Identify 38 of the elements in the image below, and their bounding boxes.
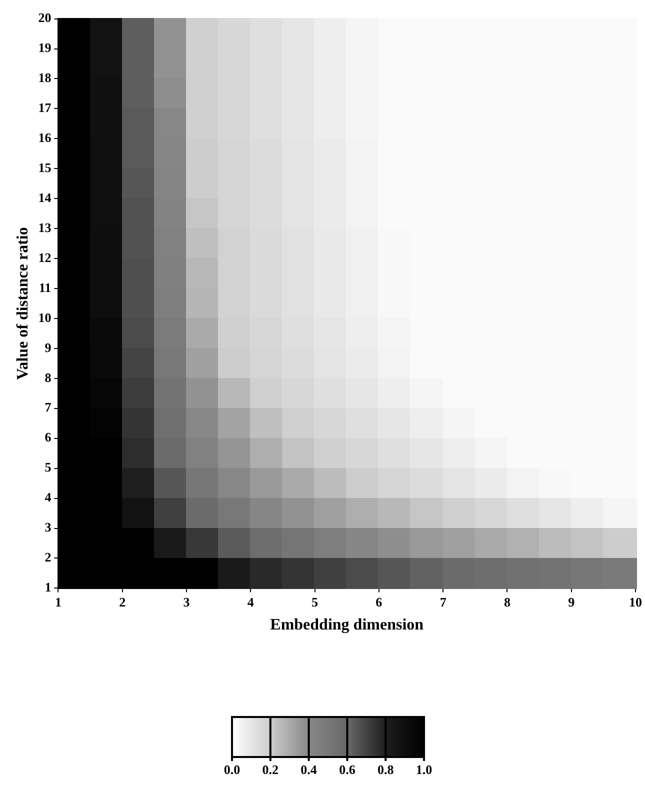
y-tick-label: 20 xyxy=(38,10,52,26)
color-bar-label: 0.0 xyxy=(224,762,240,777)
color-bar-label: 0.2 xyxy=(262,762,279,777)
y-tick-label: 2 xyxy=(44,550,52,565)
x-tick-label: 3 xyxy=(183,594,190,610)
color-bar-label: 0.4 xyxy=(300,762,318,777)
x-tick-label: 6 xyxy=(376,594,383,610)
x-axis-title: Embedding dimension xyxy=(270,616,424,634)
y-tick-label: 13 xyxy=(38,220,52,235)
y-tick-label: 16 xyxy=(38,130,52,146)
x-tick-label: 8 xyxy=(504,594,511,610)
y-tick-label: 14 xyxy=(38,190,52,205)
x-tick-label: 10 xyxy=(629,594,642,610)
y-tick-label: 1 xyxy=(44,580,52,595)
color-bar-label: 1.0 xyxy=(416,762,432,777)
x-tick-label: 7 xyxy=(440,594,447,610)
y-tick-label: 3 xyxy=(44,520,52,535)
y-tick-label: 11 xyxy=(38,280,52,295)
y-tick-label: 10 xyxy=(38,310,52,325)
color-bar-label: 0.6 xyxy=(339,762,356,777)
y-tick-label: 7 xyxy=(44,400,52,415)
y-tick-label: 5 xyxy=(44,460,52,475)
y-tick-label: 9 xyxy=(44,340,52,355)
x-tick-label: 4 xyxy=(247,594,254,610)
y-tick-label: 18 xyxy=(38,70,52,86)
y-tick-label: 8 xyxy=(44,370,52,385)
x-tick-label: 9 xyxy=(568,594,576,610)
x-tick-label: 5 xyxy=(312,594,319,610)
y-tick-label: 4 xyxy=(44,490,52,505)
color-bar-label: 0.8 xyxy=(377,762,394,777)
y-tick-label: 17 xyxy=(38,100,52,116)
x-tick-label: 1 xyxy=(54,594,62,610)
y-tick-label: 6 xyxy=(44,430,52,445)
y-tick-label: 19 xyxy=(38,40,52,56)
y-axis-title: Value of distance ratio xyxy=(14,227,32,380)
x-tick-label: 2 xyxy=(119,594,126,610)
y-tick-label: 12 xyxy=(38,250,52,265)
y-tick-label: 15 xyxy=(38,160,52,175)
